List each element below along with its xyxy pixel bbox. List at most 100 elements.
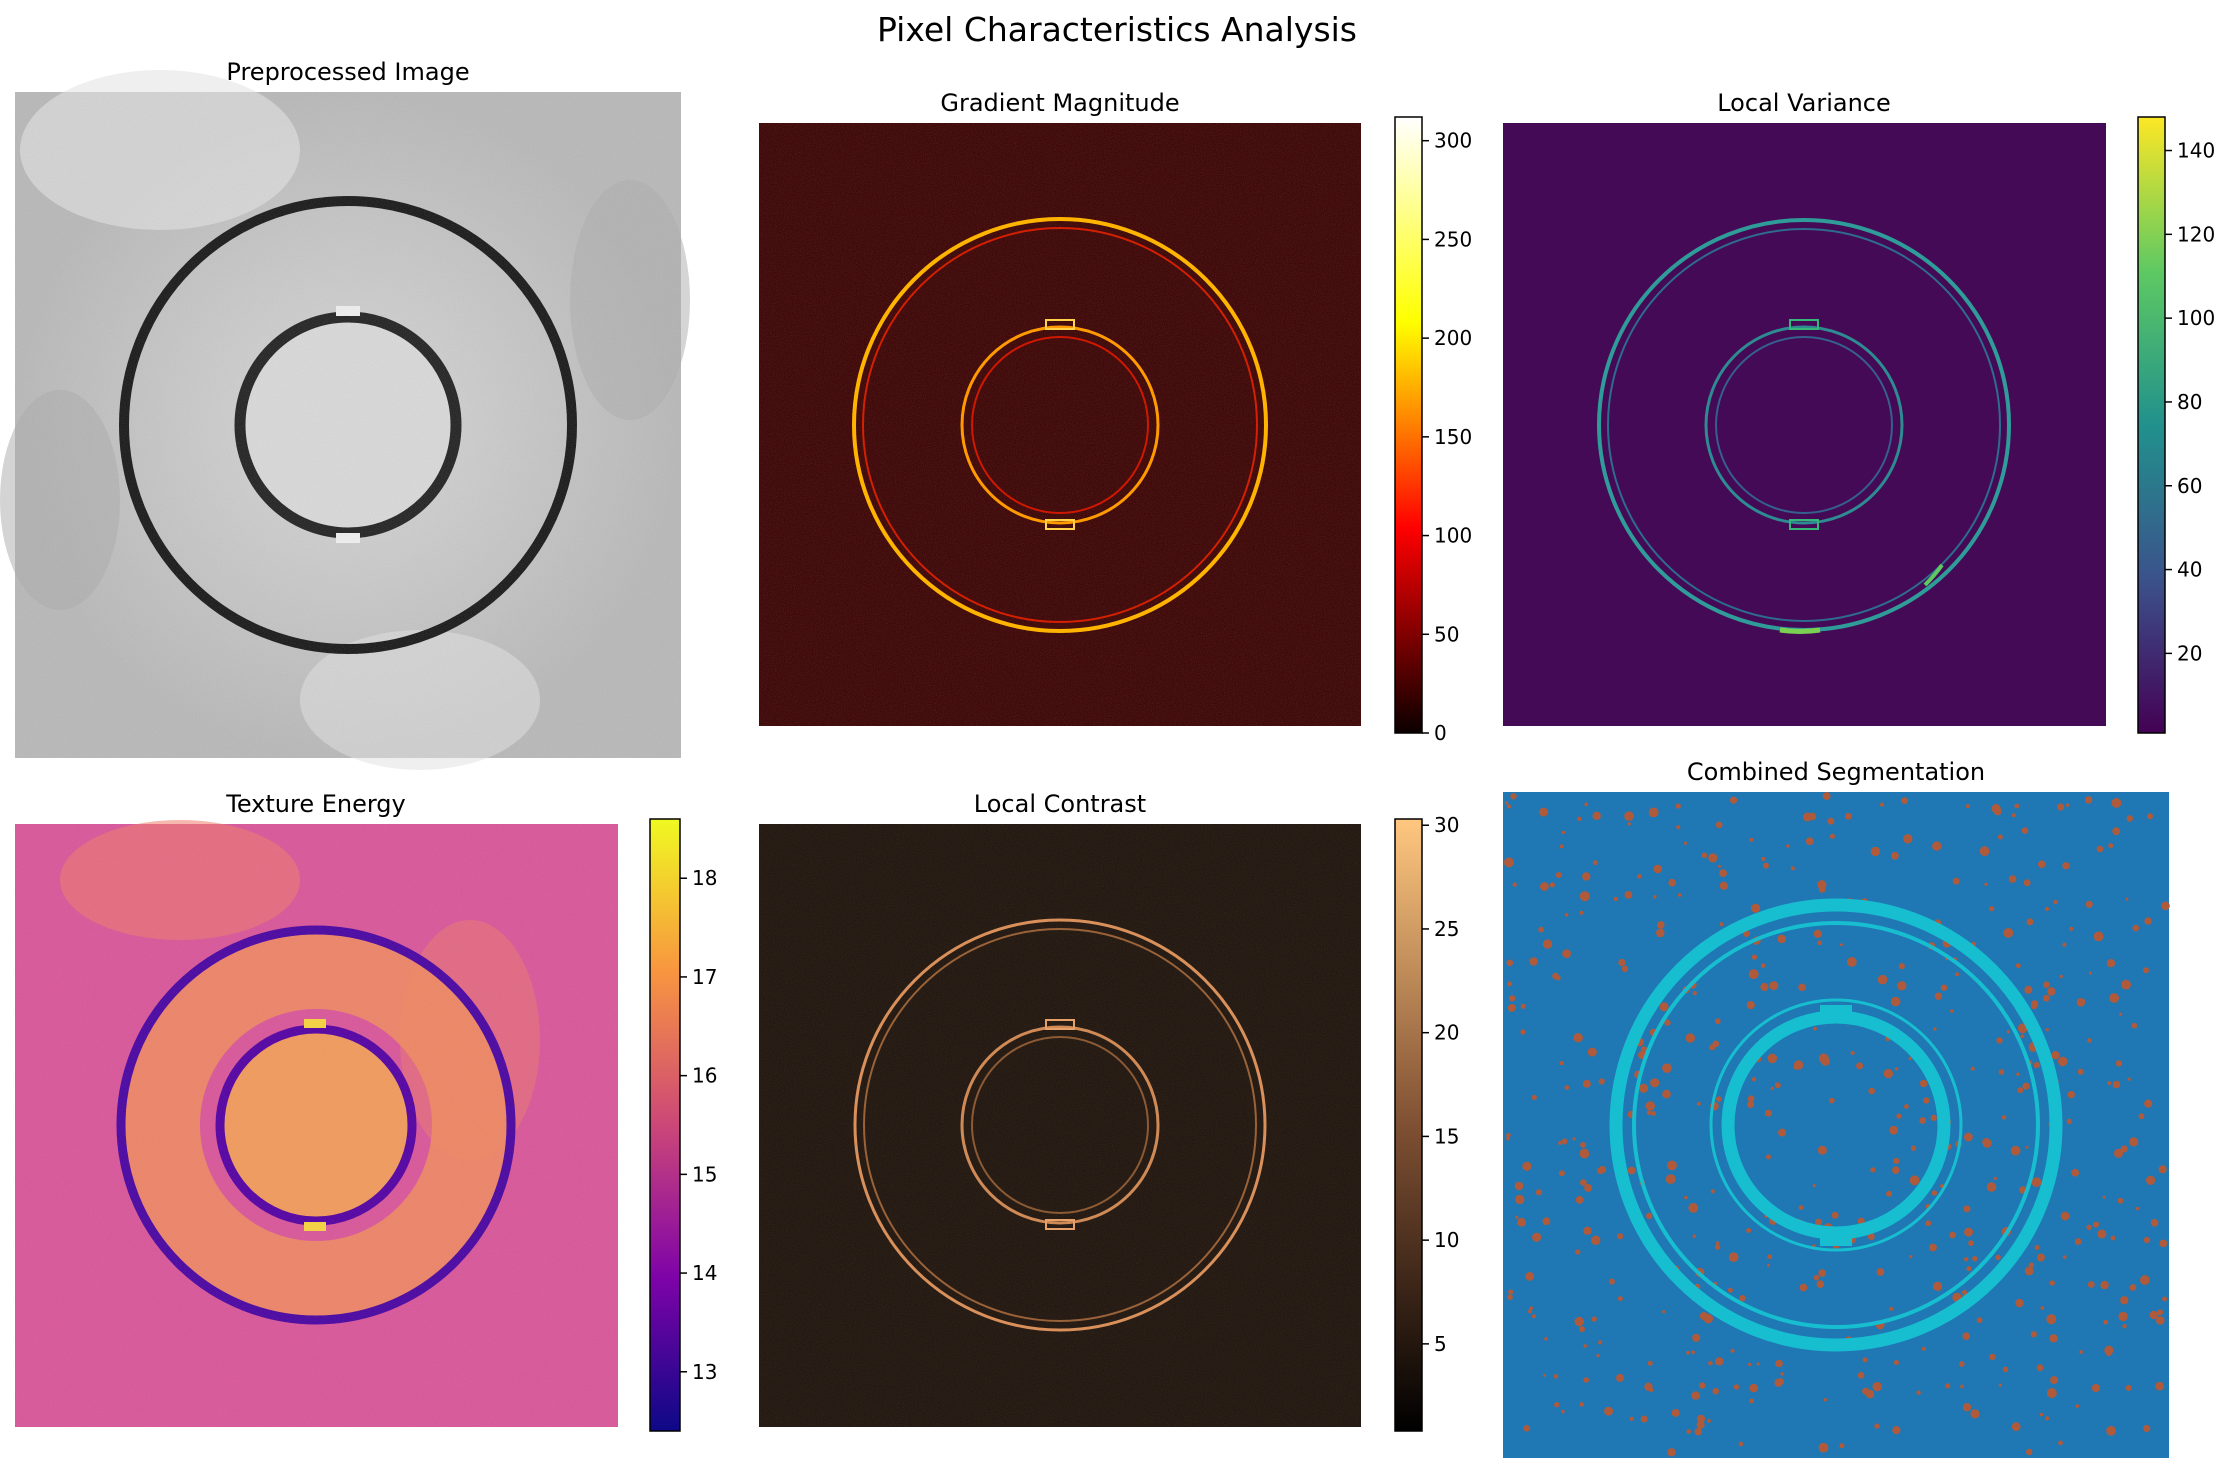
speckle xyxy=(1857,1372,1865,1379)
speckle xyxy=(1876,1268,1885,1276)
speckle xyxy=(2102,1195,2106,1199)
colorbar-bar xyxy=(1394,818,1423,1432)
speckle xyxy=(1532,1232,1542,1242)
speckle xyxy=(1862,1357,1868,1363)
colorbar-bar xyxy=(2137,116,2166,734)
speckle xyxy=(1621,965,1629,972)
speckle xyxy=(2001,1115,2007,1120)
speckle xyxy=(1818,1053,1829,1064)
outer-ring-echo xyxy=(863,928,1257,1322)
speckle xyxy=(2047,987,2056,996)
speckle xyxy=(2119,1012,2123,1016)
speckle xyxy=(1968,1240,1974,1247)
marker-top xyxy=(1045,319,1075,330)
speckle xyxy=(1572,1137,1576,1141)
speckle xyxy=(1778,1128,1787,1137)
speckle xyxy=(1574,1316,1584,1327)
speckle xyxy=(2057,803,2065,811)
speckle xyxy=(1715,1244,1721,1250)
speckle xyxy=(1520,1029,1526,1035)
marker-bottom xyxy=(1820,1232,1852,1246)
speckle xyxy=(1553,1374,1559,1379)
speckle xyxy=(1555,872,1562,878)
speckle xyxy=(2008,875,2017,883)
speckle xyxy=(1898,963,1905,970)
speckle xyxy=(2043,981,2050,988)
speckle xyxy=(1872,1381,1882,1392)
speckle xyxy=(1923,1097,1930,1104)
speckle xyxy=(1816,1280,1825,1288)
speckle xyxy=(2144,1099,2153,1108)
speckle xyxy=(1891,851,1899,860)
image-background xyxy=(1503,123,2106,726)
speckle xyxy=(1710,1189,1715,1194)
speckle xyxy=(1964,1132,1973,1142)
speckle xyxy=(2108,843,2114,849)
speckle xyxy=(1584,802,1589,807)
speckle xyxy=(1916,1390,1921,1395)
speckle xyxy=(1763,862,1769,869)
colorbar-ticks: 13 14 15 16 17 18 xyxy=(680,866,717,1384)
speckle xyxy=(1515,1194,1525,1205)
speckle xyxy=(2060,1211,2070,1221)
image-gradient xyxy=(759,123,1361,726)
speckle xyxy=(1640,1415,1648,1423)
speckle xyxy=(2049,1334,2058,1343)
figure-title: Pixel Characteristics Analysis xyxy=(877,10,1357,49)
noise-overlay xyxy=(15,92,681,758)
speckle xyxy=(1608,1278,1615,1285)
speckle xyxy=(1592,811,1601,820)
outer-ring xyxy=(1609,898,2063,1352)
speckle xyxy=(1528,1309,1532,1314)
speckle xyxy=(1896,1113,1902,1119)
speckle xyxy=(1659,1002,1669,1012)
speckle xyxy=(1995,1254,2001,1260)
speckle xyxy=(1805,837,1814,846)
speckle xyxy=(1544,1337,1548,1341)
colorbar-tick-label: 100 xyxy=(1434,524,1472,548)
speckle xyxy=(2143,1236,2151,1244)
speckle xyxy=(1774,1378,1783,1387)
speckle xyxy=(1656,928,1665,938)
speckle xyxy=(1719,922,1724,927)
speckle xyxy=(1890,996,1901,1007)
speckle xyxy=(1877,974,1888,985)
speckle xyxy=(1543,1373,1547,1377)
speckle xyxy=(2039,1412,2044,1417)
speckle xyxy=(2071,1168,2080,1177)
speckle xyxy=(1685,1033,1696,1043)
speckle xyxy=(1929,1243,1937,1252)
speckle xyxy=(1930,1114,1937,1121)
speckle xyxy=(2129,1284,2137,1291)
speckle xyxy=(1880,802,1885,807)
speckle xyxy=(2031,1177,2042,1187)
speckle xyxy=(2075,1404,2080,1408)
speckle xyxy=(1749,837,1754,842)
colorbar-contrast: 5 10 15 20 25 30 xyxy=(1394,813,1459,1432)
speckle xyxy=(1964,1257,1969,1262)
speckle xyxy=(2015,1298,2024,1308)
colorbar-tick-label: 40 xyxy=(2177,558,2202,582)
speckle xyxy=(1850,1050,1855,1056)
speckle xyxy=(1504,857,1514,868)
speckle xyxy=(1919,1117,1927,1124)
speckle xyxy=(2158,1165,2167,1174)
speckle xyxy=(1506,804,1511,809)
speckle xyxy=(1962,1403,1972,1412)
speckle xyxy=(1662,1310,1666,1314)
speckle xyxy=(2014,803,2020,809)
speckle xyxy=(2074,1238,2082,1245)
speckle xyxy=(1506,1136,1510,1141)
image-background xyxy=(1503,792,2169,1458)
speckle xyxy=(1562,949,1571,959)
speckle xyxy=(2155,1381,2165,1391)
speckle xyxy=(1637,874,1642,879)
colorbar-tick-label: 200 xyxy=(1434,326,1472,350)
speckle xyxy=(1798,983,1806,992)
speckle xyxy=(2127,1077,2131,1081)
speckle xyxy=(1933,842,1942,850)
speckle xyxy=(1677,893,1682,897)
speckle xyxy=(1649,1387,1654,1393)
speckle xyxy=(1668,878,1676,887)
speckle xyxy=(2038,860,2046,869)
